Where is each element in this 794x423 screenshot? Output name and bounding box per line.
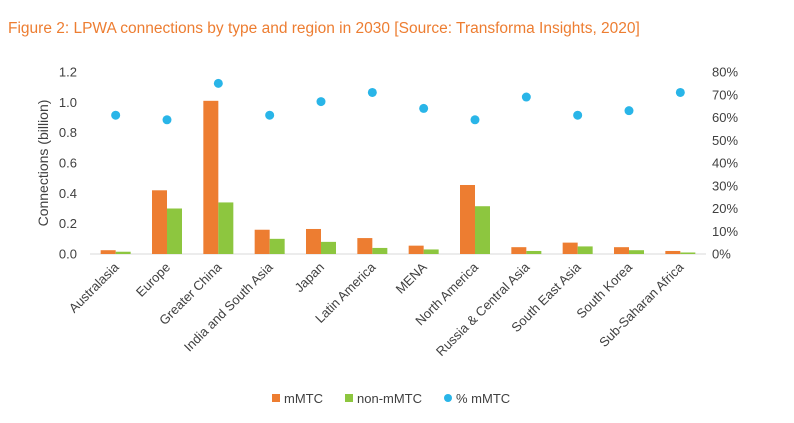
- y2-tick-label: 30%: [712, 178, 738, 193]
- point-pct-mmtc: [162, 115, 172, 125]
- bar-non-mmtc: [475, 206, 490, 254]
- x-tick-label: Europe: [133, 260, 173, 300]
- chart-title: Figure 2: LPWA connections by type and r…: [8, 20, 640, 37]
- point-pct-mmtc: [675, 87, 685, 97]
- point-pct-mmtc: [624, 106, 634, 116]
- bar-mmtc: [511, 247, 527, 254]
- bar-mmtc: [408, 245, 424, 254]
- y2-tick-label: 10%: [712, 224, 738, 239]
- x-tick-label: MENA: [393, 259, 430, 296]
- y2-tick-label: 60%: [712, 110, 738, 125]
- x-tick-label: Russia & Central Asia: [433, 259, 533, 359]
- bar-mmtc: [665, 250, 681, 254]
- y-axis-label: Connections (billion): [35, 100, 51, 227]
- y-tick-label: 0.2: [59, 216, 77, 231]
- bar-non-mmtc: [269, 238, 285, 254]
- bar-mmtc: [562, 242, 578, 254]
- bar-mmtc: [306, 228, 321, 254]
- point-pct-mmtc: [316, 97, 326, 107]
- y-tick-label: 0.6: [59, 156, 77, 171]
- point-pct-mmtc: [419, 103, 429, 113]
- y-tick-label: 0.0: [59, 247, 77, 262]
- bar-mmtc: [152, 190, 167, 254]
- bar-non-mmtc: [577, 246, 593, 254]
- bar-mmtc: [357, 238, 373, 254]
- y2-tick-label: 50%: [712, 133, 738, 148]
- plot-area: 0.0 0.2 0.4 0.6 0.8 1.0 1.2 0% 10% 20% 30% 40% 50% 60…: [59, 65, 739, 360]
- legend-swatch-non-mmtc: [345, 394, 353, 402]
- point-pct-mmtc: [470, 115, 480, 125]
- bar-mmtc: [100, 250, 116, 254]
- bar-non-mmtc: [218, 202, 234, 254]
- x-tick-label: Sub-Saharan Africa: [596, 259, 687, 350]
- y-tick-label: 0.8: [59, 125, 77, 140]
- y-tick-label: 1.2: [59, 65, 77, 80]
- y2-tick-label: 0%: [712, 247, 731, 262]
- bar-non-mmtc: [115, 251, 131, 254]
- point-pct-mmtc: [213, 78, 223, 88]
- bar-non-mmtc: [321, 241, 336, 254]
- point-pct-mmtc: [111, 110, 121, 120]
- x-tick-label: India and South Asia: [181, 259, 276, 354]
- bar-non-mmtc: [167, 208, 182, 254]
- bar-non-mmtc: [423, 249, 439, 254]
- bar-non-mmtc: [629, 250, 644, 254]
- y-tick-label: 1.0: [59, 95, 77, 110]
- x-tick-label: Australasia: [66, 259, 123, 316]
- bar-mmtc: [614, 247, 629, 254]
- y2-tick-label: 20%: [712, 201, 738, 216]
- point-pct-mmtc: [367, 87, 377, 97]
- bar-non-mmtc: [526, 250, 542, 254]
- point-pct-mmtc: [521, 92, 531, 102]
- bar-mmtc: [254, 229, 270, 254]
- point-pct-mmtc: [265, 110, 275, 120]
- x-tick-label: Japan: [291, 260, 327, 296]
- legend-marker-pct-mmtc: [444, 394, 452, 402]
- point-pct-mmtc: [573, 110, 583, 120]
- y-tick-label: 0.4: [59, 186, 77, 201]
- y2-tick-label: 70%: [712, 87, 738, 102]
- bar-mmtc: [203, 100, 219, 254]
- bar-non-mmtc: [372, 247, 388, 254]
- legend-label: % mMTC: [456, 391, 510, 406]
- legend-label: mMTC: [284, 391, 323, 406]
- legend-swatch-mmtc: [272, 394, 280, 402]
- bar-non-mmtc: [680, 252, 696, 254]
- legend: mMTC non-mMTC % mMTC: [272, 391, 510, 406]
- y2-tick-label: 80%: [712, 65, 738, 80]
- bar-mmtc: [460, 184, 475, 254]
- y2-tick-label: 40%: [712, 156, 738, 171]
- legend-label: non-mMTC: [357, 391, 422, 406]
